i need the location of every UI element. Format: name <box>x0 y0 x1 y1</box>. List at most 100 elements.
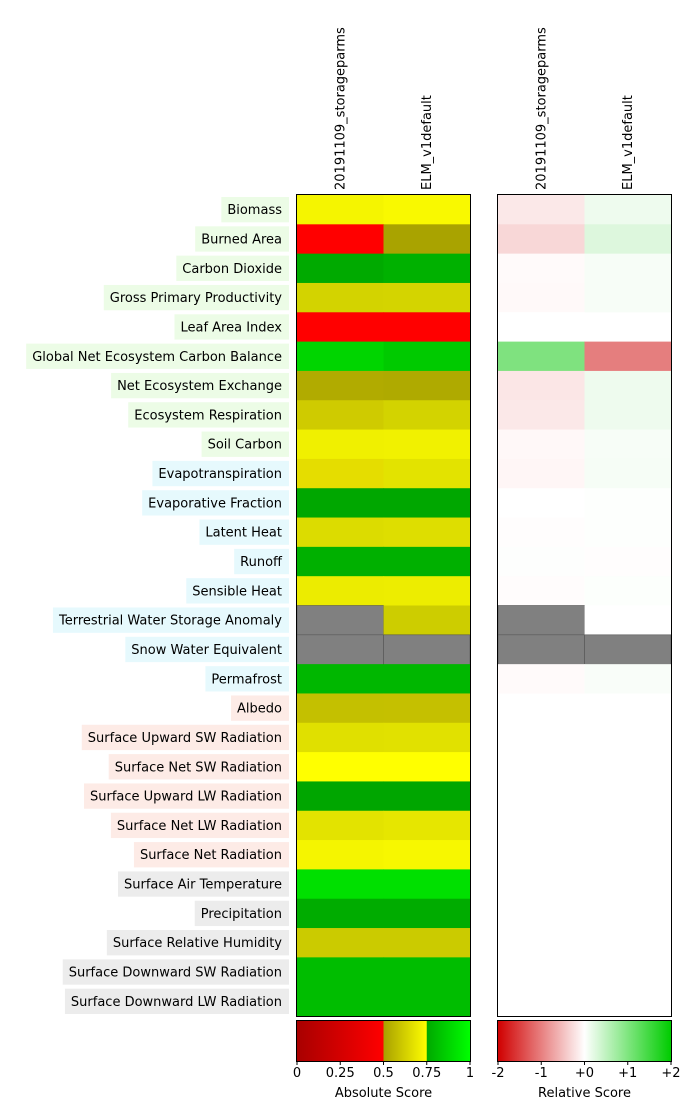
score-cell <box>498 429 586 460</box>
row-label: Global Net Ecosystem Carbon Balance <box>26 343 289 369</box>
score-cell <box>383 224 471 255</box>
score-cell <box>297 898 385 929</box>
score-cell <box>383 752 471 783</box>
score-cell <box>383 840 471 870</box>
row-label: Net Ecosystem Exchange <box>111 372 289 399</box>
row-label: Albedo <box>231 695 289 721</box>
row-label-text: Gross Primary Productivity <box>110 291 283 306</box>
absolute-colorbar-tick-label: 0.5 <box>373 1066 394 1081</box>
row-label-text: Surface Relative Humidity <box>113 936 282 951</box>
row-label-text: Sensible Heat <box>192 584 282 599</box>
row-label-background <box>118 871 289 897</box>
score-cell <box>383 517 471 548</box>
score-cell <box>297 370 385 401</box>
row-label-background <box>103 284 289 311</box>
score-cell <box>584 282 672 313</box>
row-label: Snow Water Equivalent <box>125 636 289 663</box>
score-cell <box>584 517 672 548</box>
row-label-background <box>186 578 289 604</box>
score-cell <box>297 752 385 783</box>
absolute-colorbar-tick-label: 0 <box>293 1066 301 1081</box>
score-cell <box>383 341 471 372</box>
row-label: Runoff <box>234 548 289 575</box>
row-label: Burned Area <box>195 226 289 252</box>
score-cell <box>297 722 385 753</box>
score-cell <box>297 488 385 519</box>
row-label-background <box>26 343 289 369</box>
score-cell <box>498 195 586 225</box>
score-cell <box>297 957 385 988</box>
model-header: 20191109_storageparms <box>534 27 549 190</box>
score-cell <box>383 605 471 636</box>
score-cell <box>584 752 672 783</box>
score-cell <box>498 928 586 958</box>
relative-panel-frame <box>497 194 672 1017</box>
score-cell <box>584 224 672 255</box>
score-cell <box>297 840 385 870</box>
relative-colorbar-gradient <box>498 1021 671 1061</box>
score-cell <box>498 664 586 695</box>
score-cell <box>584 400 672 431</box>
score-cell <box>297 195 385 225</box>
score-cell <box>498 488 586 519</box>
row-label: Biomass <box>221 197 289 223</box>
row-label: Surface Net SW Radiation <box>108 754 289 780</box>
absolute-colorbar-segment <box>426 1021 471 1061</box>
score-cell <box>498 312 586 343</box>
row-label: Surface Downward SW Radiation <box>62 959 289 985</box>
score-cell <box>383 546 471 577</box>
row-label-background <box>106 930 289 956</box>
row-label: Surface Upward LW Radiation <box>83 783 289 809</box>
row-label-background <box>174 314 289 340</box>
score-cell <box>498 253 586 284</box>
model-header: 20191109_storageparms <box>333 27 348 190</box>
score-cell <box>297 312 385 343</box>
row-label-background <box>125 636 289 663</box>
row-label-text: Carbon Dioxide <box>182 262 282 277</box>
row-label-text: Biomass <box>227 203 282 218</box>
relative-colorbar: -2 -1 +0 +1 +2 Relative Score <box>492 1020 681 1101</box>
model-header: ELM_v1default <box>621 95 636 190</box>
row-label-text: Precipitation <box>201 907 282 922</box>
score-cell <box>383 693 471 724</box>
relative-score-cells <box>497 195 672 1017</box>
absolute-colorbar-tick-label: 0.25 <box>326 1066 355 1081</box>
score-cell <box>584 370 672 401</box>
score-cell <box>498 752 586 783</box>
score-cell <box>297 664 385 695</box>
score-cell <box>383 429 471 460</box>
relative-colorbar-tick-label: +0 <box>575 1066 594 1081</box>
row-label-background <box>110 812 289 839</box>
score-cell <box>498 810 586 841</box>
row-label: Surface Upward SW Radiation <box>81 724 289 751</box>
score-cell <box>383 312 471 343</box>
row-label-text: Evapotranspiration <box>158 467 282 482</box>
score-cell <box>498 957 586 988</box>
score-cell <box>297 781 385 812</box>
row-label-background <box>142 490 289 516</box>
absolute-colorbar-tick-label: 1 <box>466 1066 474 1081</box>
score-cell <box>584 957 672 988</box>
row-label: Surface Net LW Radiation <box>110 812 289 839</box>
score-cell <box>297 429 385 460</box>
row-label-text: Surface Downward SW Radiation <box>69 966 282 981</box>
row-label: Carbon Dioxide <box>176 255 289 281</box>
absolute-score-cells <box>296 195 471 1017</box>
absolute-colorbar-segment <box>383 1021 428 1061</box>
row-label-text: Evaporative Fraction <box>148 496 282 511</box>
row-label-text: Surface Net LW Radiation <box>117 819 282 834</box>
relative-colorbar-tick-label: +2 <box>661 1066 680 1081</box>
row-label-background <box>221 197 289 223</box>
score-cell <box>584 810 672 841</box>
row-label: Soil Carbon <box>201 431 289 457</box>
column-headers: 20191109_storageparms ELM_v1default 201911… <box>333 27 636 190</box>
row-label-background <box>81 724 289 751</box>
score-cell <box>297 253 385 284</box>
row-label-background <box>108 754 289 780</box>
score-cell <box>383 810 471 841</box>
row-label-background <box>133 842 289 868</box>
score-cell <box>297 282 385 313</box>
row-label-background <box>201 431 289 457</box>
row-label: Permafrost <box>205 666 289 692</box>
